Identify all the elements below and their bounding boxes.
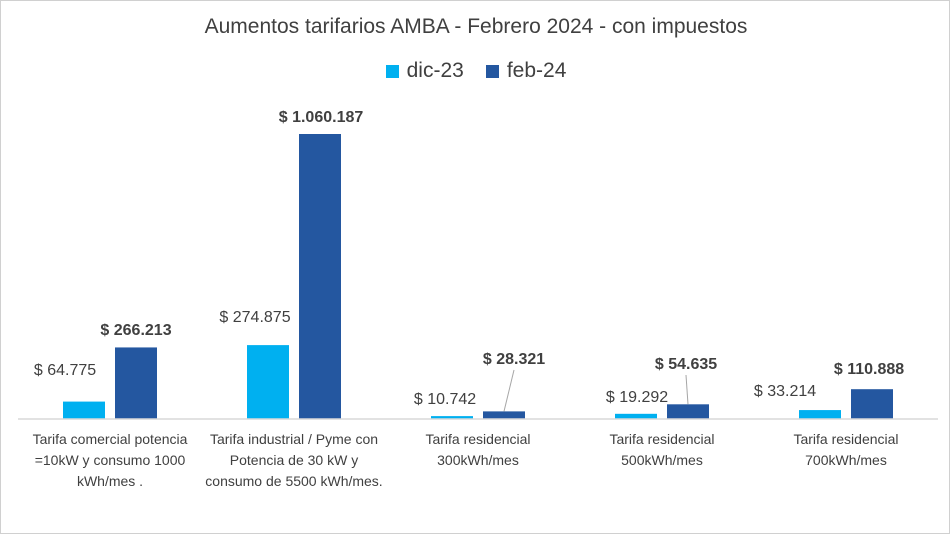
data-label-feb-24-0: $ 266.213	[100, 322, 171, 339]
chart-title: Aumentos tarifarios AMBA - Febrero 2024 …	[204, 15, 748, 38]
legend-label-feb-24: feb-24	[506, 59, 567, 82]
data-label-feb-24-4: $ 110.888	[834, 361, 904, 378]
legend-item-feb-24: feb-24	[485, 59, 567, 83]
data-label-dic-23-3: $ 19.292	[606, 389, 668, 406]
legend-swatch-dic-23	[385, 64, 399, 78]
x-tick-label-0: Tarifa comercial potencia =10kW y consum…	[32, 431, 188, 489]
data-label-feb-24-1: $ 1.060.187	[279, 109, 364, 126]
leader-line-feb-24-3	[685, 374, 689, 405]
bar-dic-23-0	[63, 401, 105, 419]
bar-feb-24-1	[299, 134, 341, 419]
x-tick-label-2: Tarifa residencial 300kWh/mes	[425, 431, 531, 468]
data-label-dic-23-4: $ 33.214	[754, 383, 816, 400]
legend-swatch-feb-24	[485, 64, 499, 78]
bar-feb-24-2	[483, 411, 525, 419]
legend: dic-23 feb-24	[1, 59, 950, 83]
bar-dic-23-1	[247, 345, 289, 419]
x-tick-label-3: Tarifa residencial 500kWh/mes	[609, 431, 715, 468]
bar-feb-24-4	[851, 389, 893, 419]
bar-dic-23-2	[431, 416, 473, 419]
bar-feb-24-0	[115, 347, 157, 419]
data-label-feb-24-3: $ 54.635	[655, 356, 717, 373]
data-label-dic-23-2: $ 10.742	[414, 391, 476, 408]
bar-dic-23-3	[615, 413, 657, 419]
bar-feb-24-3	[667, 404, 709, 419]
leader-line-feb-24-2	[503, 369, 515, 412]
x-tick-label-1: Tarifa industrial / Pyme con Potencia de…	[205, 431, 383, 489]
data-label-dic-23-1: $ 274.875	[219, 309, 290, 326]
legend-item-dic-23: dic-23	[385, 59, 464, 83]
bar-dic-23-4	[799, 410, 841, 419]
data-label-feb-24-2: $ 28.321	[483, 351, 545, 368]
legend-label-dic-23: dic-23	[406, 59, 464, 82]
x-tick-label-4: Tarifa residencial 700kWh/mes	[793, 431, 899, 468]
data-label-dic-23-0: $ 64.775	[34, 362, 96, 379]
